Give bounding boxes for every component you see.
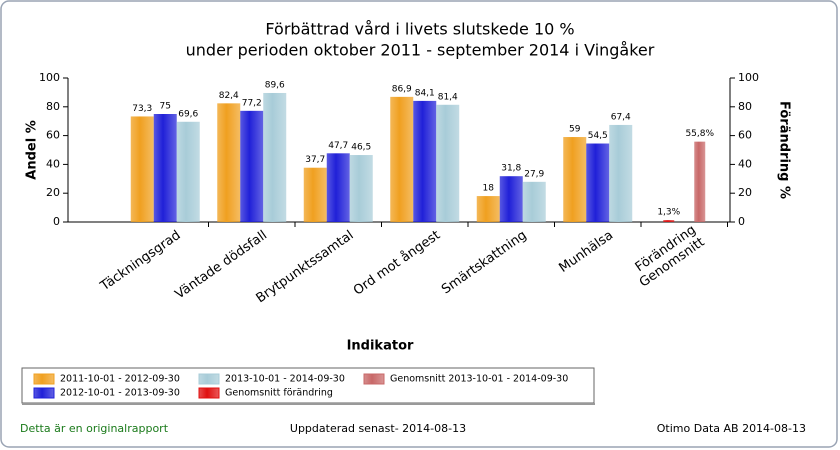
y2-tick-label: 40 bbox=[738, 157, 752, 170]
bar bbox=[130, 116, 154, 222]
value-label: 47,7 bbox=[328, 141, 348, 151]
y-tick-label: 20 bbox=[46, 186, 60, 199]
footer-left: Detta är en originalrapport bbox=[20, 422, 169, 435]
legend-swatch bbox=[198, 387, 220, 399]
legend-box bbox=[21, 367, 595, 404]
value-label: 81,4 bbox=[438, 92, 458, 102]
chart-subtitle: under perioden oktober 2011 - september … bbox=[186, 41, 655, 60]
bar bbox=[153, 114, 177, 222]
value-label: 54,5 bbox=[588, 131, 608, 141]
bar bbox=[326, 153, 350, 222]
bar bbox=[609, 124, 633, 222]
legend-swatch bbox=[363, 373, 385, 385]
footer-center: Uppdaterad senast- 2014-08-13 bbox=[290, 422, 466, 435]
bar bbox=[217, 103, 241, 222]
y2-tick-label: 20 bbox=[738, 186, 752, 199]
legend-swatch bbox=[198, 373, 220, 385]
value-label: 69,6 bbox=[178, 109, 198, 119]
chart-title: Förbättrad vård i livets slutskede 10 % bbox=[265, 20, 574, 39]
legend-label: 2013-10-01 - 2014-09-30 bbox=[225, 374, 345, 385]
legend-label: 2012-10-01 - 2013-09-30 bbox=[60, 388, 180, 399]
y-tick-label: 40 bbox=[46, 157, 60, 170]
bar bbox=[390, 96, 414, 222]
legend-label: 2011-10-01 - 2012-09-30 bbox=[60, 374, 180, 385]
value-label: 55,8% bbox=[685, 129, 714, 139]
bar bbox=[349, 155, 373, 222]
value-label: 82,4 bbox=[219, 91, 239, 101]
value-label: 1,3% bbox=[657, 208, 680, 218]
y2-tick-label: 0 bbox=[738, 215, 745, 228]
bar bbox=[303, 167, 327, 222]
y2-tick-label: 60 bbox=[738, 129, 752, 142]
bar bbox=[663, 220, 675, 222]
value-label: 77,2 bbox=[242, 98, 262, 108]
bar bbox=[476, 196, 500, 222]
value-label: 31,8 bbox=[501, 164, 521, 174]
legend-swatch bbox=[33, 373, 55, 385]
bar bbox=[586, 143, 610, 222]
bar bbox=[563, 137, 587, 222]
x-axis-title: Indikator bbox=[347, 339, 414, 354]
y-tick-label: 80 bbox=[46, 100, 60, 113]
value-label: 59 bbox=[569, 125, 581, 135]
value-label: 89,6 bbox=[265, 80, 285, 90]
value-label: 75 bbox=[160, 102, 171, 112]
footer-right: Otimo Data AB 2014-08-13 bbox=[657, 422, 806, 435]
value-label: 27,9 bbox=[524, 169, 544, 179]
value-label: 18 bbox=[483, 184, 495, 194]
bar bbox=[240, 110, 264, 222]
value-label: 46,5 bbox=[351, 143, 371, 153]
bar bbox=[413, 100, 437, 222]
value-label: 73,3 bbox=[132, 104, 152, 114]
y-tick-label: 0 bbox=[53, 215, 60, 228]
legend-label: Genomsnitt förändring bbox=[225, 388, 333, 399]
y-tick-label: 60 bbox=[46, 129, 60, 142]
bar bbox=[436, 104, 460, 222]
y2-axis-title: Förändring % bbox=[777, 101, 792, 199]
value-label: 37,7 bbox=[305, 155, 325, 165]
y-tick-label: 100 bbox=[39, 71, 60, 84]
y-axis-title: Andel % bbox=[25, 120, 40, 179]
legend-label: Genomsnitt 2013-10-01 - 2014-09-30 bbox=[390, 374, 568, 385]
bar bbox=[263, 92, 287, 222]
bar bbox=[176, 121, 200, 222]
legend-swatch bbox=[33, 387, 55, 399]
value-label: 86,9 bbox=[392, 84, 412, 94]
bar bbox=[522, 181, 546, 222]
bar bbox=[694, 141, 706, 222]
value-label: 67,4 bbox=[611, 112, 631, 122]
bar bbox=[499, 176, 523, 222]
y2-tick-label: 80 bbox=[738, 100, 752, 113]
y2-tick-label: 100 bbox=[738, 71, 759, 84]
value-label: 84,1 bbox=[415, 88, 435, 98]
